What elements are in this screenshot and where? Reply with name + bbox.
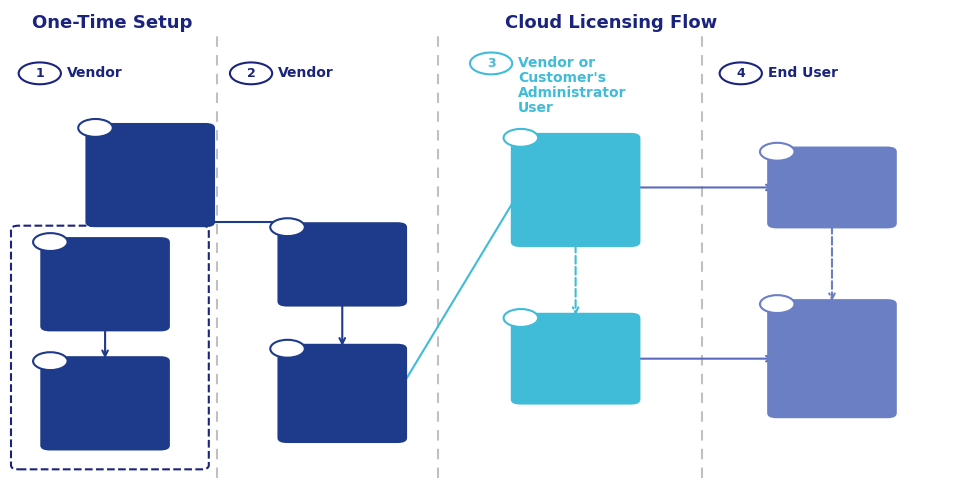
FancyBboxPatch shape: [768, 299, 897, 418]
Circle shape: [271, 340, 305, 358]
Text: A: A: [91, 123, 99, 133]
Text: B: B: [46, 356, 54, 366]
Text: User: User: [518, 101, 554, 115]
Circle shape: [271, 218, 305, 236]
Text: 1: 1: [36, 67, 44, 80]
Text: Activate
Using
Produce &
Push: Activate Using Produce & Push: [308, 363, 377, 424]
Circle shape: [504, 309, 538, 327]
Text: Customize
Email
Notification
Template: Customize Email Notification Template: [68, 380, 142, 427]
Text: A: A: [517, 133, 525, 143]
FancyBboxPatch shape: [40, 237, 169, 331]
Text: End User: End User: [768, 66, 838, 80]
Circle shape: [33, 233, 67, 251]
Circle shape: [33, 352, 67, 370]
Text: 4: 4: [737, 67, 745, 80]
Text: Cloud Licensing Flow: Cloud Licensing Flow: [505, 14, 717, 32]
FancyBboxPatch shape: [510, 133, 640, 247]
Text: A: A: [773, 147, 781, 157]
Text: 3: 3: [486, 57, 495, 70]
Text: A: A: [46, 237, 54, 247]
Circle shape: [78, 119, 113, 137]
Text: 2: 2: [247, 67, 255, 80]
Text: Create
Entitlements: Create Entitlements: [299, 250, 384, 279]
FancyBboxPatch shape: [40, 356, 169, 451]
FancyBboxPatch shape: [768, 147, 897, 229]
Text: C: C: [284, 344, 291, 354]
Text: Vendor: Vendor: [278, 66, 334, 80]
Text: B: B: [773, 299, 781, 309]
Text: Start Using
Application
(Automatically
Register
Machine): Start Using Application (Automatically R…: [787, 329, 877, 388]
Text: Create
Administrator
Users for
Customers: Create Administrator Users for Customers: [107, 152, 194, 199]
Text: Set Global
Cloud
Licensing
Permissions: Set Global Cloud Licensing Permissions: [67, 260, 143, 308]
Text: Install Identity
Credentials: Install Identity Credentials: [783, 173, 881, 202]
Text: Create and
Manage
Machine
Accounts: Create and Manage Machine Accounts: [539, 160, 612, 221]
FancyBboxPatch shape: [277, 344, 407, 443]
Text: Administrator: Administrator: [518, 86, 627, 100]
Circle shape: [504, 129, 538, 147]
FancyBboxPatch shape: [510, 313, 640, 405]
Text: Customer's: Customer's: [518, 71, 606, 85]
Circle shape: [760, 143, 794, 161]
Text: One-Time Setup: One-Time Setup: [32, 14, 192, 32]
FancyBboxPatch shape: [277, 222, 407, 306]
Circle shape: [760, 295, 794, 313]
Text: Vendor: Vendor: [66, 66, 122, 80]
Text: Maintain
Registered
Machines: Maintain Registered Machines: [539, 336, 612, 381]
Text: B: B: [284, 222, 291, 232]
FancyBboxPatch shape: [86, 123, 215, 227]
Text: B: B: [517, 313, 525, 323]
Text: Vendor or: Vendor or: [518, 56, 595, 70]
